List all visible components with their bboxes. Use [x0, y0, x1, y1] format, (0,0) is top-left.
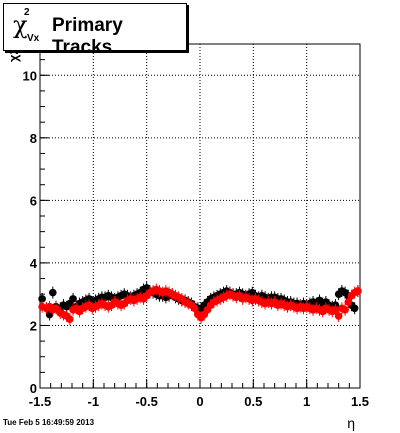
y-tick-label: 2: [30, 318, 37, 333]
data-point: [190, 304, 199, 313]
data-point: [38, 295, 46, 303]
x-tick-label: -1.5: [29, 394, 51, 409]
data-point: [334, 312, 343, 320]
data-series: [38, 281, 362, 326]
y-tick-label: 6: [30, 193, 37, 208]
x-tick-label: 0.5: [244, 394, 262, 409]
x-axis-label: η: [347, 415, 355, 431]
timestamp: Tue Feb 5 16:49:59 2013: [3, 418, 95, 427]
y-tick-label: 0: [30, 381, 37, 396]
x-tick-label: 1.5: [351, 394, 369, 409]
data-point: [344, 298, 353, 306]
data-point: [66, 315, 74, 324]
x-tick-label: 0: [196, 394, 203, 409]
chi-symbol: χ: [13, 11, 28, 39]
grid: [40, 44, 360, 388]
data-point: [350, 304, 359, 313]
data-point: [49, 288, 57, 297]
axes: -1.5 -1 -0.5 0 0.5 1 1.5 0 2 4 6 8 10: [23, 43, 369, 409]
chart-title: Primary Tracks: [52, 15, 123, 58]
chi-subscript: Vx: [27, 33, 40, 44]
x-tick-label: 1: [303, 394, 310, 409]
data-point: [331, 306, 340, 314]
y-tick-label: 8: [30, 131, 37, 146]
y-tick-label: 4: [30, 256, 38, 271]
series-red: [38, 283, 362, 326]
data-point: [354, 287, 362, 295]
data-point: [341, 306, 349, 314]
x-tick-label: -0.5: [135, 394, 157, 409]
title-box: χ 2 Vx Primary Tracks: [3, 3, 187, 58]
data-point: [69, 295, 77, 303]
x-tick-label: -1: [88, 394, 100, 409]
chi-superscript: 2: [24, 7, 30, 18]
y-tick-label: 10: [23, 68, 37, 83]
